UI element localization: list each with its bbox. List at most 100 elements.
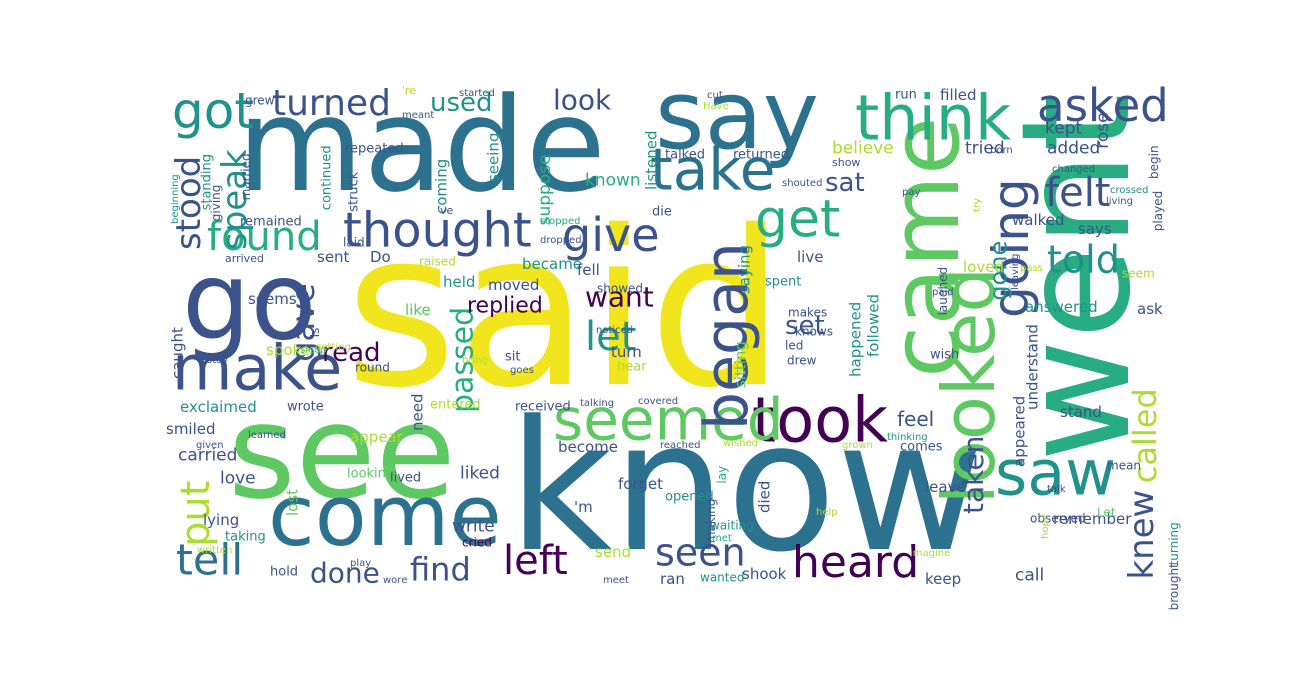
word: fell: [577, 261, 600, 279]
word: try: [972, 198, 983, 212]
word: heard: [792, 537, 919, 588]
word: get: [755, 190, 840, 250]
word: begin: [1147, 145, 1161, 179]
word: going: [982, 178, 1040, 318]
word: seem: [1122, 267, 1155, 281]
word: gave: [284, 283, 322, 362]
word: remember: [1053, 510, 1132, 528]
word: stand: [1060, 403, 1102, 421]
word: gone: [985, 241, 1013, 301]
word: kept: [1045, 119, 1082, 139]
word: struck: [347, 171, 362, 212]
word: stopped: [540, 216, 580, 227]
word: happened: [846, 302, 864, 377]
word: Is: [308, 328, 322, 338]
word: Let: [1097, 506, 1116, 520]
word: goes: [510, 365, 534, 376]
word: sitting: [731, 341, 749, 388]
word: married: [239, 153, 253, 200]
word: smiled: [166, 420, 216, 438]
word: mean: [1107, 459, 1141, 473]
word: made: [237, 69, 606, 221]
word: hope: [1040, 514, 1051, 539]
word: 'm: [574, 498, 593, 516]
word: repeated: [345, 141, 404, 156]
word: tried: [965, 139, 1005, 159]
word: bring: [462, 355, 488, 366]
word: speak: [215, 149, 255, 250]
word: talk: [1047, 484, 1066, 495]
word: received: [515, 399, 571, 414]
word: shook: [742, 565, 787, 583]
word: sit: [505, 349, 520, 364]
word: makes: [788, 306, 827, 320]
word: looking: [347, 466, 394, 481]
word: brought: [1167, 563, 1181, 610]
word: told: [1047, 237, 1120, 281]
word: Do: [370, 248, 391, 266]
word: write: [452, 517, 495, 537]
word: given: [196, 440, 224, 451]
word: meant: [402, 110, 434, 121]
word: cut: [707, 90, 723, 101]
word: wore: [383, 575, 407, 586]
word: play: [350, 558, 371, 569]
word: believe: [832, 139, 894, 159]
word: followed: [864, 294, 882, 357]
word: talking: [580, 398, 614, 409]
word: born: [990, 145, 1013, 156]
word: done: [310, 556, 380, 589]
word: felt: [1045, 170, 1111, 216]
word: showed: [597, 282, 643, 296]
word: spoke: [266, 341, 310, 359]
word: rose: [1093, 112, 1113, 148]
word: liked: [460, 464, 500, 484]
word: sent: [317, 248, 350, 266]
word: asked: [1037, 79, 1169, 132]
word: thought: [343, 202, 532, 258]
word: pay: [902, 187, 920, 198]
word: wrote: [287, 399, 324, 414]
word: stay: [207, 355, 228, 366]
word: opened: [665, 489, 714, 504]
word: known: [585, 171, 641, 191]
word: sat: [825, 168, 865, 198]
word: seemed: [553, 385, 784, 453]
word: read: [322, 338, 381, 368]
word: saying: [735, 245, 753, 294]
word: passed: [446, 307, 481, 413]
word: talked: [665, 147, 705, 162]
word: knew: [1122, 490, 1162, 580]
word: beginning: [170, 174, 181, 224]
word: led: [785, 339, 803, 353]
word: began: [692, 242, 762, 430]
word: drew: [787, 354, 817, 368]
word: run: [895, 87, 917, 102]
word: go: [182, 239, 317, 364]
word: covered: [638, 396, 678, 407]
word: wish: [930, 347, 959, 362]
word: said: [345, 184, 785, 435]
word: started: [459, 88, 495, 99]
word: look: [553, 83, 612, 116]
word: sleep: [300, 345, 327, 356]
word: turned: [272, 83, 391, 124]
word: replied: [467, 294, 543, 319]
word: grown: [842, 440, 873, 451]
word: seen: [655, 530, 746, 574]
word: played: [1151, 191, 1165, 231]
word: say: [655, 61, 819, 171]
word: seeing: [484, 133, 502, 182]
word: hear: [617, 359, 647, 374]
word: stood: [169, 156, 209, 250]
word: 've: [437, 204, 454, 217]
word: took: [752, 384, 888, 457]
word: returned: [733, 147, 789, 162]
word: answered: [1025, 298, 1098, 316]
word: remained: [240, 214, 302, 229]
word: come: [268, 467, 502, 566]
word: let: [585, 314, 636, 360]
word: thinking: [887, 432, 928, 443]
word: taken: [957, 436, 990, 514]
